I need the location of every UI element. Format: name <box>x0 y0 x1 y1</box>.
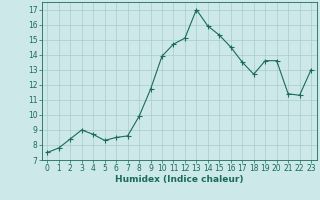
X-axis label: Humidex (Indice chaleur): Humidex (Indice chaleur) <box>115 175 244 184</box>
